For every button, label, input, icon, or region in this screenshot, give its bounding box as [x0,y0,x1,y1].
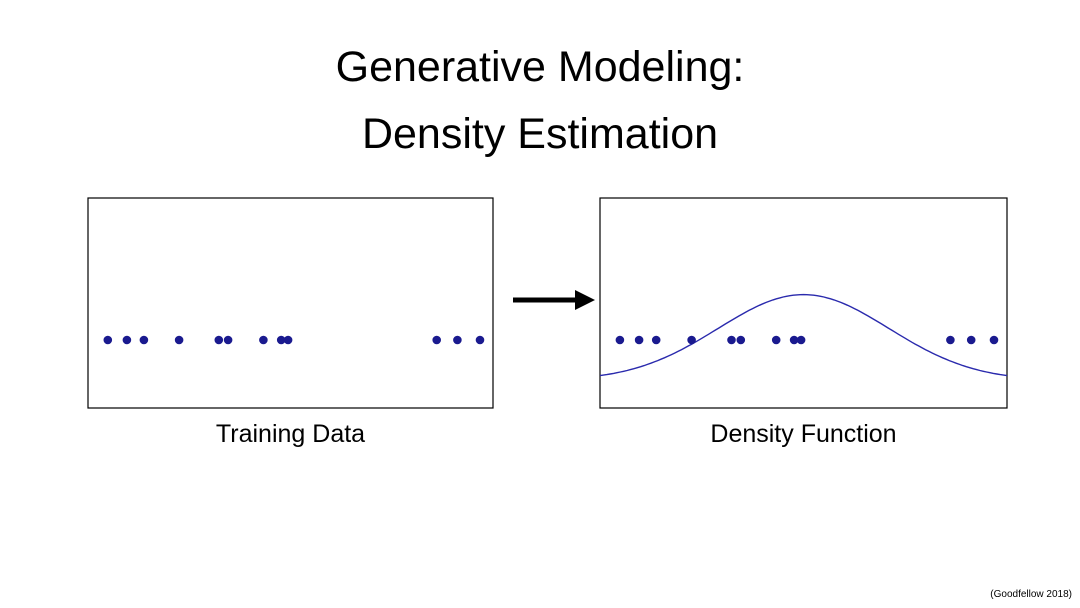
data-point-dot [214,335,224,345]
training-data-box [87,197,494,409]
right-arrow-icon [513,290,595,310]
slide-title: Generative Modeling: Density Estimation [0,34,1080,167]
data-point-dot [687,335,696,345]
data-point-dot [727,335,736,345]
data-point-dot [283,335,293,345]
data-point-dot [796,335,806,345]
data-point-dot [736,335,746,345]
data-point-dot [139,335,149,345]
density-curve [599,293,1008,377]
title-line-1: Generative Modeling: [335,43,745,91]
data-point-dot [122,335,132,345]
data-point-dot [475,335,485,345]
data-point-dot [989,335,999,345]
data-point-dot [946,335,955,345]
data-point-dot [615,335,625,345]
data-point-dot [771,335,781,345]
data-point-dot [432,335,442,345]
attribution: (Goodfellow 2018) [990,589,1072,600]
title-line-2: Density Estimation [361,109,719,158]
density-function-label: Density Function [710,420,897,448]
data-point-dot [103,335,113,345]
data-point-dot [789,335,799,345]
data-point-dot [276,335,286,345]
density-function-box [599,197,1008,409]
data-point-dot [966,335,976,345]
density-data-points [615,335,999,345]
data-point-dot [259,335,268,345]
data-point-dot [634,335,644,345]
arrow-head [575,290,595,310]
training-data-points [103,335,485,345]
data-point-dot [453,335,462,345]
data-point-dot [174,335,184,345]
data-point-dot [223,335,233,345]
training-data-label: Training Data [215,420,366,448]
data-point-dot [651,335,661,345]
